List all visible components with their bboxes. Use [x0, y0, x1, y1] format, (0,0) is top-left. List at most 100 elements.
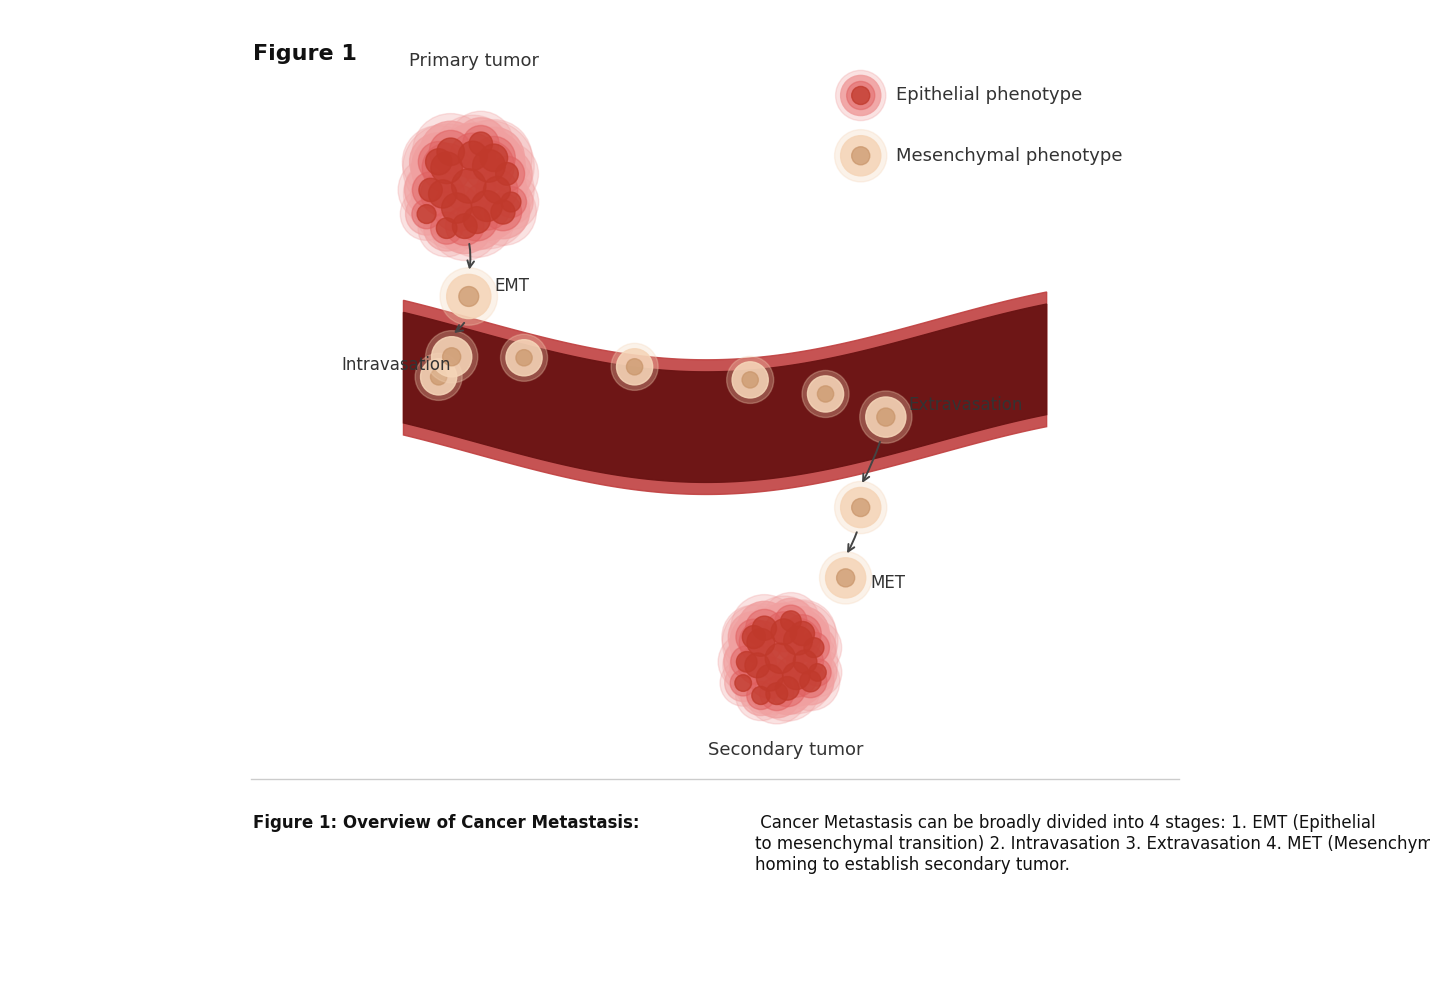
Circle shape	[726, 357, 774, 403]
Circle shape	[463, 128, 525, 188]
Circle shape	[475, 143, 539, 205]
Circle shape	[764, 612, 804, 651]
Circle shape	[752, 686, 769, 705]
Text: Primary tumor: Primary tumor	[409, 52, 539, 70]
Circle shape	[430, 152, 462, 184]
Circle shape	[735, 674, 752, 691]
Text: Extravasation: Extravasation	[908, 396, 1022, 414]
Circle shape	[745, 609, 784, 647]
Circle shape	[746, 628, 775, 656]
Circle shape	[459, 286, 479, 307]
Circle shape	[402, 126, 475, 198]
Circle shape	[781, 611, 801, 631]
Circle shape	[490, 200, 515, 224]
Circle shape	[442, 193, 472, 223]
Circle shape	[452, 214, 478, 238]
Circle shape	[420, 172, 465, 216]
Circle shape	[804, 659, 831, 686]
Circle shape	[426, 331, 478, 383]
Circle shape	[731, 670, 756, 696]
Circle shape	[835, 481, 887, 534]
Circle shape	[469, 132, 492, 156]
Circle shape	[762, 593, 819, 649]
Circle shape	[758, 638, 834, 714]
Circle shape	[616, 349, 652, 385]
Circle shape	[436, 218, 458, 238]
Circle shape	[771, 619, 797, 644]
Circle shape	[731, 646, 762, 677]
Circle shape	[731, 595, 798, 662]
Text: MET: MET	[871, 574, 905, 592]
Circle shape	[455, 118, 506, 170]
Circle shape	[469, 179, 536, 245]
Circle shape	[483, 174, 539, 230]
Circle shape	[420, 122, 482, 182]
Circle shape	[748, 596, 819, 667]
Circle shape	[798, 632, 829, 663]
Circle shape	[419, 142, 459, 182]
Circle shape	[480, 144, 508, 172]
Circle shape	[732, 362, 768, 398]
Circle shape	[724, 631, 792, 699]
Circle shape	[432, 116, 513, 196]
Circle shape	[409, 133, 468, 191]
Circle shape	[742, 372, 758, 388]
Circle shape	[755, 655, 821, 722]
Circle shape	[841, 136, 881, 176]
Circle shape	[412, 163, 473, 225]
Circle shape	[859, 391, 912, 443]
Circle shape	[430, 148, 508, 224]
Circle shape	[738, 646, 776, 684]
Circle shape	[472, 150, 505, 182]
Circle shape	[802, 371, 849, 417]
Circle shape	[841, 75, 881, 116]
Circle shape	[398, 158, 463, 222]
Circle shape	[841, 487, 881, 528]
Circle shape	[852, 86, 869, 105]
Circle shape	[781, 652, 839, 711]
Circle shape	[422, 144, 472, 192]
Circle shape	[430, 212, 463, 244]
Circle shape	[506, 340, 542, 376]
Circle shape	[443, 348, 460, 366]
Circle shape	[448, 190, 506, 250]
Circle shape	[835, 70, 885, 121]
Circle shape	[718, 633, 775, 690]
Circle shape	[766, 682, 788, 705]
Circle shape	[438, 199, 492, 253]
Circle shape	[403, 155, 482, 233]
Circle shape	[784, 615, 821, 652]
Circle shape	[792, 625, 837, 670]
Circle shape	[752, 669, 801, 718]
Circle shape	[429, 180, 456, 208]
Circle shape	[420, 139, 516, 233]
Circle shape	[463, 207, 490, 233]
Circle shape	[775, 618, 821, 663]
Circle shape	[405, 164, 456, 216]
Circle shape	[787, 620, 842, 675]
Circle shape	[472, 191, 502, 221]
Circle shape	[611, 344, 658, 390]
Circle shape	[784, 626, 812, 655]
Polygon shape	[403, 305, 1047, 482]
Circle shape	[756, 635, 804, 681]
Circle shape	[443, 163, 531, 249]
Circle shape	[865, 397, 907, 437]
Circle shape	[500, 192, 521, 212]
Circle shape	[847, 81, 875, 110]
Text: Cancer Metastasis can be broadly divided into 4 stages: 1. EMT (Epithelial
to me: Cancer Metastasis can be broadly divided…	[755, 814, 1430, 873]
Circle shape	[739, 621, 782, 664]
Circle shape	[729, 611, 792, 673]
Circle shape	[775, 676, 799, 700]
Circle shape	[852, 147, 869, 165]
Circle shape	[736, 651, 756, 672]
Circle shape	[439, 183, 513, 257]
Circle shape	[755, 603, 812, 660]
Circle shape	[456, 120, 532, 196]
Circle shape	[432, 337, 472, 377]
Circle shape	[446, 274, 490, 319]
Circle shape	[736, 619, 772, 655]
Circle shape	[758, 601, 838, 680]
Circle shape	[412, 133, 482, 203]
Circle shape	[787, 657, 834, 705]
